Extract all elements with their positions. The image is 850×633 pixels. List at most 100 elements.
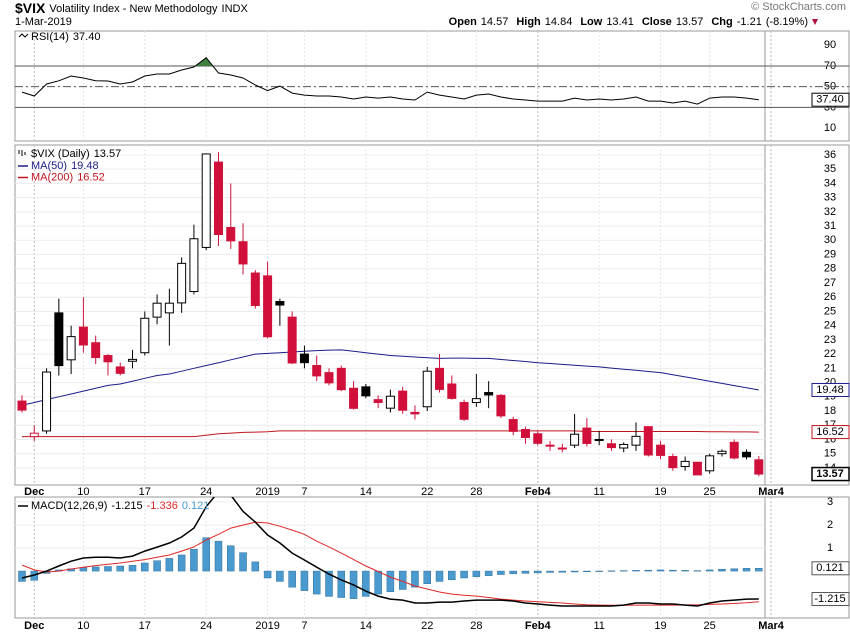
y-tick-label: 33 — [824, 192, 836, 204]
candle-body — [459, 401, 469, 420]
histogram-bar — [362, 570, 370, 597]
y-tick-label: 90 — [824, 39, 836, 51]
x-tick-label: 14 — [360, 486, 372, 498]
high-value: 14.84 — [545, 16, 573, 28]
value-box-label: -1.215 — [814, 593, 845, 605]
histogram-bar — [669, 569, 677, 572]
x-tick-label: 25 — [704, 486, 716, 498]
date: 1-Mar-2019 — [15, 16, 72, 28]
candle-body — [226, 227, 236, 242]
panel-legend: RSI(14) 37.40 — [31, 31, 100, 43]
candle-body — [680, 460, 690, 468]
histogram-bar — [202, 537, 210, 572]
legend-part: MA(50) — [31, 160, 67, 172]
histogram-bar — [755, 568, 763, 572]
histogram-bar — [165, 558, 174, 572]
legend-part: $VIX (Daily) — [31, 148, 90, 160]
rsi-line — [21, 57, 759, 105]
histogram-bar — [705, 569, 714, 572]
histogram-bar — [435, 570, 444, 582]
candle-body — [668, 456, 678, 469]
y-tick-label: 15 — [824, 448, 836, 460]
histogram-bar — [460, 570, 468, 579]
histogram-bar — [644, 569, 653, 572]
x-tick-label: Feb4 — [525, 620, 552, 632]
x-tick-label: Feb4 — [525, 486, 552, 498]
histogram-bar — [570, 570, 579, 573]
candle-body — [717, 450, 727, 455]
y-tick-label: 18 — [824, 405, 836, 417]
y-tick-label: 22 — [824, 348, 836, 360]
candle-body — [189, 238, 199, 293]
legend-part: 19.48 — [71, 160, 99, 172]
candle-body — [619, 443, 629, 449]
macd-line — [21, 497, 759, 607]
candle-body — [128, 358, 138, 362]
field-label: Chg — [711, 16, 732, 28]
candle-body — [103, 355, 113, 363]
candle-body — [115, 366, 125, 374]
histogram-bar — [104, 566, 112, 572]
legend-part: MACD(12,26,9) — [31, 500, 107, 512]
signal-line — [21, 521, 759, 606]
candle-body — [299, 353, 309, 364]
candle-body — [471, 398, 481, 403]
x-tick-label: Mar4 — [758, 620, 785, 632]
candle-body — [324, 372, 334, 384]
histogram-bar — [472, 570, 481, 578]
value-box-label: 37.40 — [816, 94, 844, 106]
histogram-bar — [251, 561, 260, 572]
value-box — [811, 92, 850, 107]
x-tick-label: 11 — [593, 486, 604, 498]
histogram-bar — [583, 570, 591, 573]
histogram-bar — [411, 570, 419, 588]
candle-body — [643, 426, 653, 456]
candle-body — [373, 399, 383, 403]
histogram-bar — [693, 570, 702, 572]
candle-body — [336, 367, 346, 391]
x-tick-label: 10 — [77, 620, 89, 632]
x-tick-label: 17 — [139, 620, 151, 632]
candle-body — [557, 447, 567, 450]
candle-body — [754, 459, 764, 475]
y-tick-label: 35 — [824, 163, 836, 175]
value-box — [811, 425, 850, 440]
candle-body — [692, 461, 702, 476]
candle-body — [582, 427, 592, 444]
candle-body — [398, 390, 408, 411]
candle-body — [656, 444, 666, 456]
change-value: -1.21 — [737, 16, 762, 28]
histogram-bar — [595, 570, 603, 572]
histogram-bar — [91, 566, 100, 572]
candle-body — [742, 451, 752, 458]
histogram-bar — [312, 570, 321, 595]
candle-body — [508, 419, 518, 432]
x-tick-label: 7 — [301, 486, 307, 498]
panel-frame — [14, 144, 850, 486]
panel-frame — [14, 30, 850, 142]
legend-part: -1.336 — [147, 500, 178, 512]
y-tick-label: 29 — [824, 248, 836, 260]
histogram-bar — [116, 565, 124, 572]
candle-body — [422, 370, 432, 408]
candle-body — [361, 386, 371, 397]
y-tick-label: 31 — [824, 220, 836, 232]
y-tick-label: 26 — [824, 291, 836, 303]
y-tick-label: 30 — [824, 234, 836, 246]
x-tick-label: 7 — [301, 620, 307, 632]
candle-body — [349, 387, 359, 409]
exchange: INDX — [222, 3, 249, 15]
x-tick-label: 19 — [654, 486, 666, 498]
candle-body — [238, 241, 248, 265]
candle-body — [410, 411, 420, 415]
candle-body — [152, 302, 162, 318]
x-tick-label: 28 — [470, 620, 482, 632]
x-tick-label: Dec — [24, 620, 44, 632]
panel-legend: $VIX (Daily) 13.57 — [31, 148, 121, 160]
histogram-bar — [288, 570, 296, 588]
histogram-bar — [681, 570, 689, 572]
histogram-bar — [718, 568, 726, 572]
candle-body — [729, 441, 739, 459]
rsi-overbought-fill — [22, 57, 759, 66]
x-tick-label: Dec — [24, 486, 44, 498]
